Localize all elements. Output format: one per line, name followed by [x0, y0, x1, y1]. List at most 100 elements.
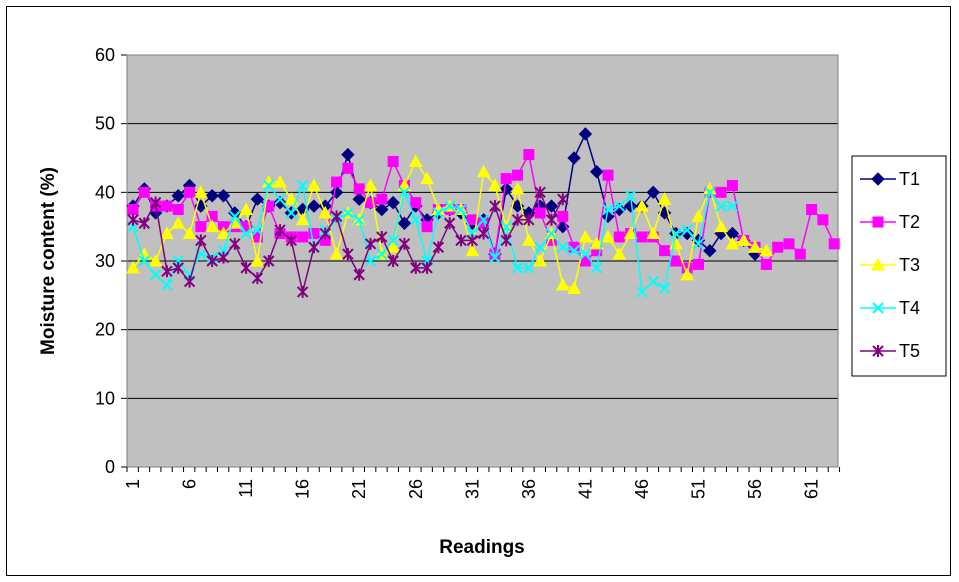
- data-point: [500, 173, 512, 185]
- data-point: [387, 255, 399, 267]
- y-tick-label: 60: [95, 45, 115, 65]
- x-tick-label: 56: [745, 479, 765, 499]
- data-point: [646, 185, 660, 200]
- legend-box: [851, 155, 947, 377]
- data-point: [364, 255, 377, 267]
- data-point: [591, 262, 603, 274]
- data-point: [421, 221, 433, 233]
- y-tick-label: 20: [95, 320, 115, 340]
- data-point: [342, 162, 354, 174]
- legend-label: T3: [899, 255, 920, 275]
- data-point: [386, 195, 400, 210]
- data-point: [680, 267, 695, 281]
- data-point: [794, 248, 806, 260]
- data-point: [410, 197, 422, 209]
- data-point: [229, 237, 241, 250]
- x-tick-label: 16: [293, 479, 313, 499]
- data-point: [715, 200, 727, 212]
- series-layer: [126, 127, 840, 298]
- data-point: [194, 185, 208, 198]
- data-point: [489, 200, 501, 213]
- y-tick-label: 0: [105, 457, 115, 477]
- data-point: [466, 234, 479, 247]
- x-tick-label: 26: [406, 479, 426, 499]
- data-point: [376, 193, 388, 205]
- data-point: [171, 189, 185, 203]
- data-point: [534, 241, 546, 253]
- legend-marker: [872, 345, 884, 357]
- data-point: [161, 200, 173, 212]
- data-point: [307, 178, 321, 191]
- data-point: [353, 268, 365, 281]
- data-point: [590, 165, 604, 179]
- data-point: [489, 251, 501, 264]
- data-point: [363, 178, 378, 191]
- data-point: [274, 224, 286, 237]
- data-point: [216, 226, 231, 240]
- data-point: [295, 212, 310, 226]
- data-point: [387, 234, 399, 247]
- x-tick-label: 61: [802, 479, 822, 499]
- data-point: [511, 262, 524, 274]
- data-point: [387, 155, 399, 167]
- data-point: [250, 253, 265, 267]
- data-point: [160, 226, 174, 240]
- data-point: [828, 238, 840, 250]
- data-point: [410, 261, 422, 274]
- data-point: [273, 195, 287, 210]
- data-point: [783, 238, 795, 250]
- data-point: [432, 241, 445, 254]
- data-point: [704, 186, 716, 199]
- data-point: [319, 227, 331, 240]
- data-point: [499, 182, 513, 196]
- data-point: [183, 275, 196, 288]
- data-point: [657, 192, 672, 205]
- data-point: [398, 237, 411, 250]
- data-point: [420, 171, 434, 185]
- data-point: [511, 213, 524, 226]
- data-point: [817, 214, 829, 226]
- data-point: [534, 207, 546, 219]
- y-axis-title: Moisture content (%): [38, 167, 59, 355]
- data-point: [623, 226, 638, 240]
- data-point: [726, 200, 739, 212]
- data-point: [375, 202, 389, 217]
- data-point: [284, 192, 299, 205]
- data-point: [567, 281, 581, 294]
- y-tick-label: 50: [95, 114, 115, 134]
- data-point: [127, 213, 139, 226]
- data-point: [240, 261, 252, 274]
- data-point: [184, 186, 196, 198]
- data-point: [296, 179, 309, 192]
- data-point: [612, 247, 627, 260]
- legend-item-t2: T2: [860, 212, 920, 232]
- data-point: [274, 193, 286, 205]
- data-point: [647, 275, 659, 288]
- data-point: [432, 207, 445, 219]
- data-point: [376, 230, 388, 243]
- data-point: [635, 199, 649, 212]
- data-point: [523, 149, 535, 161]
- x-tick-label: 51: [689, 479, 709, 499]
- data-point: [318, 205, 333, 219]
- legend-marker: [872, 302, 884, 314]
- data-point: [646, 226, 661, 240]
- legend-label: T1: [899, 169, 920, 189]
- data-point: [297, 231, 309, 243]
- data-point: [681, 224, 693, 236]
- data-point: [307, 199, 321, 213]
- data-point: [512, 169, 524, 181]
- data-point: [736, 233, 751, 246]
- data-point: [725, 236, 740, 250]
- x-tick-label: 31: [462, 479, 482, 499]
- data-point: [364, 237, 377, 250]
- data-point: [308, 228, 320, 240]
- data-point: [691, 209, 706, 222]
- data-point: [341, 147, 355, 162]
- data-point: [455, 203, 467, 216]
- legend-item-t5: T5: [860, 341, 920, 361]
- data-point: [636, 231, 648, 243]
- data-point: [623, 199, 638, 213]
- data-point: [161, 279, 173, 291]
